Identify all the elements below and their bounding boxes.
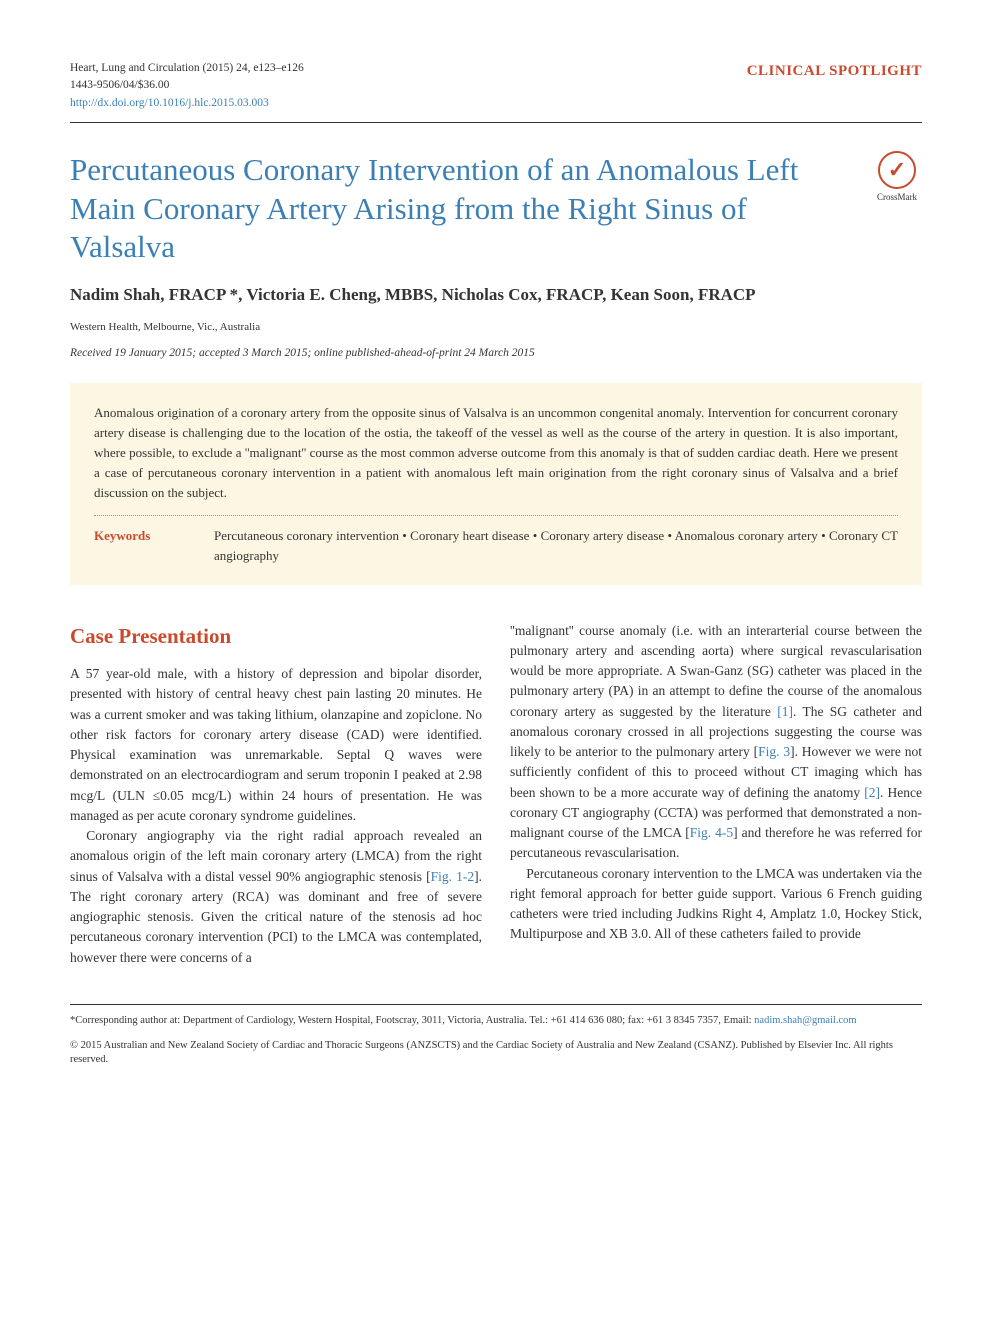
crossmark-icon: ✓ [878, 151, 916, 189]
header-rule [70, 122, 922, 123]
issn-price: 1443-9506/04/$36.00 [70, 77, 304, 94]
figure-link[interactable]: Fig. 4-5 [690, 825, 733, 840]
figure-link[interactable]: Fig. 3 [758, 744, 790, 759]
citation-link[interactable]: [1] [777, 704, 793, 719]
article-title: Percutaneous Coronary Intervention of an… [70, 151, 850, 267]
keywords-label: Keywords [94, 526, 214, 546]
page-header: Heart, Lung and Circulation (2015) 24, e… [70, 60, 922, 112]
journal-citation: Heart, Lung and Circulation (2015) 24, e… [70, 60, 304, 77]
keywords-text: Percutaneous coronary intervention • Cor… [214, 526, 898, 566]
crossmark-label: CrossMark [872, 191, 922, 205]
article-body: Case Presentation A 57 year-old male, wi… [70, 585, 922, 968]
abstract-text: Anomalous origination of a coronary arte… [94, 403, 898, 504]
abstract-box: Anomalous origination of a coronary arte… [70, 383, 922, 585]
footer-rule [70, 1004, 922, 1005]
authors-line: Nadim Shah, FRACP *, Victoria E. Cheng, … [70, 283, 922, 307]
citation-link[interactable]: [2] [864, 785, 880, 800]
corresponding-author: *Corresponding author at: Department of … [70, 1013, 922, 1029]
author-email-link[interactable]: nadim.shah@gmail.com [754, 1015, 856, 1026]
section-heading-case-presentation: Case Presentation [70, 621, 482, 653]
body-paragraph: A 57 year-old male, with a history of de… [70, 664, 482, 826]
copyright-notice: © 2015 Australian and New Zealand Societ… [70, 1039, 922, 1068]
body-paragraph: ''malignant'' course anomaly (i.e. with … [510, 621, 922, 864]
crossmark-badge[interactable]: ✓ CrossMark [872, 151, 922, 205]
article-dates: Received 19 January 2015; accepted 3 Mar… [70, 345, 922, 362]
body-paragraph: Percutaneous coronary intervention to th… [510, 864, 922, 945]
body-paragraph: Coronary angiography via the right radia… [70, 826, 482, 968]
doi-link[interactable]: http://dx.doi.org/10.1016/j.hlc.2015.03.… [70, 95, 304, 112]
affiliation: Western Health, Melbourne, Vic., Austral… [70, 319, 922, 336]
journal-info: Heart, Lung and Circulation (2015) 24, e… [70, 60, 304, 112]
abstract-divider [94, 515, 898, 516]
figure-link[interactable]: Fig. 1-2 [431, 869, 475, 884]
article-section-type: CLINICAL SPOTLIGHT [747, 60, 922, 83]
